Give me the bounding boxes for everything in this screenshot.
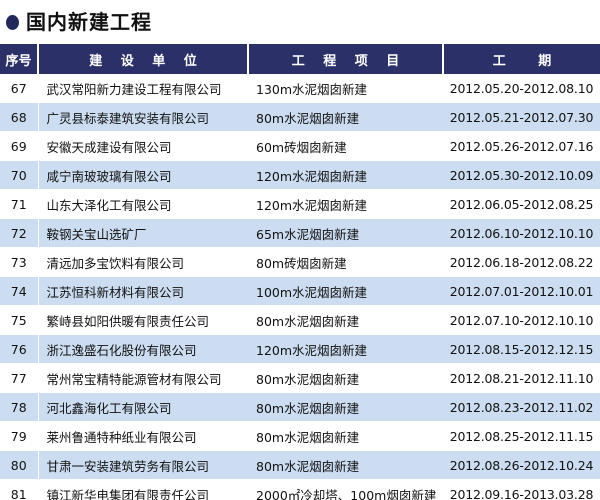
cell-duration: 2012.05.30-2012.10.09	[443, 160, 600, 190]
projects-table: 序号 建 设 单 位 工 程 项 目 工 期 67 武汉常阳新力建设工程有限公司 1…	[0, 44, 600, 500]
cell-duration: 2012.08.15-2012.12.15	[443, 334, 600, 364]
table-row: 68 广灵县标泰建筑安装有限公司 80m水泥烟囱新建 2012.05.21-2012.…	[0, 102, 600, 132]
table-row: 77 常州常宝精特能源管材有限公司 80m水泥烟囱新建 2012.08.21-2012…	[0, 363, 600, 393]
cell-project: 80m水泥烟囱新建	[248, 363, 443, 393]
cell-index: 67	[0, 74, 38, 103]
cell-unit: 繁峙县如阳供暖有限责任公司	[38, 305, 248, 335]
cell-duration: 2012.08.25-2012.11.15	[443, 421, 600, 451]
table-header-row: 序号 建 设 单 位 工 程 项 目 工 期	[0, 44, 600, 74]
cell-index: 68	[0, 102, 38, 132]
cell-unit: 清远加多宝饮料有限公司	[38, 247, 248, 277]
cell-project: 80m水泥烟囱新建	[248, 102, 443, 132]
table-body: 67 武汉常阳新力建设工程有限公司 130m水泥烟囱新建 2012.05.20-201…	[0, 74, 600, 500]
page-title: 国内新建工程	[0, 0, 600, 44]
cell-project: 120m水泥烟囱新建	[248, 334, 443, 364]
col-header-index: 序号	[0, 44, 39, 74]
col-header-duration: 工 期	[443, 44, 600, 74]
cell-index: 77	[0, 363, 38, 393]
cell-unit: 武汉常阳新力建设工程有限公司	[38, 74, 248, 103]
table-row: 81 镇江新华电集团有限责任公司 2000㎡冷却塔、100m烟囱新建 2012.09.…	[0, 479, 600, 500]
cell-unit: 常州常宝精特能源管材有限公司	[38, 363, 248, 393]
cell-project: 80m水泥烟囱新建	[248, 421, 443, 451]
cell-duration: 2012.07.10-2012.10.10	[443, 305, 600, 335]
table-row: 71 山东大泽化工有限公司 120m水泥烟囱新建 2012.06.05-2012.08…	[0, 189, 600, 219]
cell-unit: 江苏恒科新材料有限公司	[38, 276, 248, 306]
col-header-project: 工 程 项 目	[248, 44, 444, 74]
cell-project: 80m水泥烟囱新建	[248, 392, 443, 422]
table-header: 序号 建 设 单 位 工 程 项 目 工 期	[0, 44, 600, 74]
cell-unit: 镇江新华电集团有限责任公司	[38, 479, 248, 500]
cell-duration: 2012.06.18-2012.08.22	[443, 247, 600, 277]
cell-index: 75	[0, 305, 38, 335]
cell-duration: 2012.05.21-2012.07.30	[443, 102, 600, 132]
cell-index: 74	[0, 276, 38, 306]
cell-duration: 2012.07.01-2012.10.01	[443, 276, 600, 306]
cell-index: 76	[0, 334, 38, 364]
cell-index: 80	[0, 450, 38, 480]
cell-unit: 鞍钢关宝山选矿厂	[38, 218, 248, 248]
cell-duration: 2012.05.26-2012.07.16	[443, 131, 600, 161]
table-row: 76 浙江逸盛石化股份有限公司 120m水泥烟囱新建 2012.08.15-2012.…	[0, 334, 600, 364]
bullet-dot-icon	[6, 15, 19, 30]
cell-unit: 广灵县标泰建筑安装有限公司	[38, 102, 248, 132]
cell-project: 80m砖烟囱新建	[248, 247, 443, 277]
cell-duration: 2012.08.23-2012.11.02	[443, 392, 600, 422]
cell-index: 73	[0, 247, 38, 277]
cell-index: 72	[0, 218, 38, 248]
table-row: 67 武汉常阳新力建设工程有限公司 130m水泥烟囱新建 2012.05.20-201…	[0, 74, 600, 103]
cell-unit: 咸宁南玻玻璃有限公司	[38, 160, 248, 190]
cell-index: 81	[0, 479, 38, 500]
cell-project: 130m水泥烟囱新建	[248, 74, 443, 103]
table-row: 73 清远加多宝饮料有限公司 80m砖烟囱新建 2012.06.18-2012.08.…	[0, 247, 600, 277]
cell-project: 120m水泥烟囱新建	[248, 189, 443, 219]
cell-project: 100m水泥烟囱新建	[248, 276, 443, 306]
cell-project: 60m砖烟囱新建	[248, 131, 443, 161]
cell-duration: 2012.08.21-2012.11.10	[443, 363, 600, 393]
cell-duration: 2012.06.10-2012.10.10	[443, 218, 600, 248]
cell-index: 78	[0, 392, 38, 422]
cell-unit: 甘肃一安装建筑劳务有限公司	[38, 450, 248, 480]
cell-project: 65m水泥烟囱新建	[248, 218, 443, 248]
cell-index: 71	[0, 189, 38, 219]
page-title-text: 国内新建工程	[26, 10, 152, 34]
cell-index: 79	[0, 421, 38, 451]
cell-unit: 河北鑫海化工有限公司	[38, 392, 248, 422]
table-row: 69 安徽天成建设有限公司 60m砖烟囱新建 2012.05.26-2012.07.1…	[0, 131, 600, 161]
table-row: 72 鞍钢关宝山选矿厂 65m水泥烟囱新建 2012.06.10-2012.10.10	[0, 218, 600, 248]
table-row: 74 江苏恒科新材料有限公司 100m水泥烟囱新建 2012.07.01-2012.1…	[0, 276, 600, 306]
cell-index: 69	[0, 131, 38, 161]
cell-duration: 2012.08.26-2012.10.24	[443, 450, 600, 480]
table-row: 70 咸宁南玻玻璃有限公司 120m水泥烟囱新建 2012.05.30-2012.10…	[0, 160, 600, 190]
cell-project: 80m水泥烟囱新建	[248, 450, 443, 480]
cell-unit: 安徽天成建设有限公司	[38, 131, 248, 161]
cell-project: 2000㎡冷却塔、100m烟囱新建	[248, 479, 443, 500]
cell-project: 120m水泥烟囱新建	[248, 160, 443, 190]
cell-duration: 2012.06.05-2012.08.25	[443, 189, 600, 219]
col-header-unit: 建 设 单 位	[38, 44, 249, 74]
cell-unit: 山东大泽化工有限公司	[38, 189, 248, 219]
cell-index: 70	[0, 160, 38, 190]
cell-duration: 2012.05.20-2012.08.10	[443, 74, 600, 103]
table-row: 80 甘肃一安装建筑劳务有限公司 80m水泥烟囱新建 2012.08.26-2012.…	[0, 450, 600, 480]
table-row: 75 繁峙县如阳供暖有限责任公司 80m水泥烟囱新建 2012.07.10-2012.…	[0, 305, 600, 335]
cell-duration: 2012.09.16-2013.03.28	[443, 479, 600, 500]
table-row: 78 河北鑫海化工有限公司 80m水泥烟囱新建 2012.08.23-2012.11.…	[0, 392, 600, 422]
cell-unit: 浙江逸盛石化股份有限公司	[38, 334, 248, 364]
cell-project: 80m水泥烟囱新建	[248, 305, 443, 335]
table-row: 79 莱州鲁通特种纸业有限公司 80m水泥烟囱新建 2012.08.25-2012.1…	[0, 421, 600, 451]
cell-unit: 莱州鲁通特种纸业有限公司	[38, 421, 248, 451]
